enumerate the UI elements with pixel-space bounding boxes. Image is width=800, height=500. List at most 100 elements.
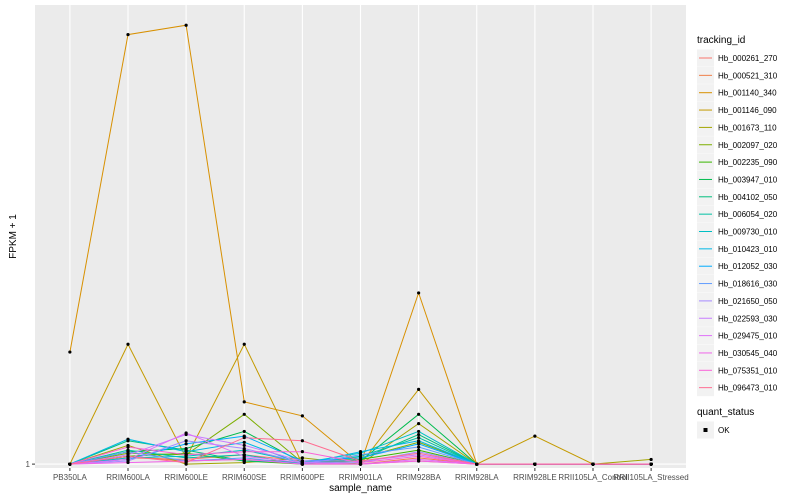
data-point — [184, 453, 188, 457]
x-tick-label: RRIM901LA — [339, 473, 383, 482]
data-point — [126, 342, 130, 346]
legend-item: Hb_003947_010 — [697, 170, 778, 188]
x-tick-label: RRII105LA_Control — [558, 473, 628, 482]
data-point — [242, 342, 246, 346]
x-tick-label: RRIM600SE — [222, 473, 266, 482]
data-point — [184, 450, 188, 454]
data-point — [417, 445, 421, 449]
data-point — [300, 462, 304, 466]
x-axis: PB350LA RRIM600LA RRIM600LE RRIM600SE RRIM60… — [53, 468, 689, 482]
data-point — [184, 439, 188, 443]
legend: tracking_id Hb_000261_270 Hb_000521_310 Hb… — [697, 35, 778, 439]
data-point — [417, 429, 421, 434]
data-point — [184, 442, 188, 446]
legend-label: Hb_018616_030 — [718, 280, 778, 289]
legend-item: Hb_010423_010 — [697, 240, 778, 258]
data-point — [475, 462, 479, 466]
legend-label: Hb_030545_040 — [718, 349, 778, 358]
status-legend-label: OK — [718, 426, 730, 435]
legend-label: Hb_004102_050 — [718, 193, 778, 202]
legend-label: Hb_000521_310 — [718, 71, 778, 80]
x-axis-title: sample_name — [329, 483, 392, 494]
data-point — [300, 414, 304, 418]
legend-item: Hb_021650_050 — [697, 292, 778, 310]
data-point — [300, 456, 304, 460]
legend-label: Hb_096473_010 — [718, 384, 778, 393]
data-point — [126, 437, 130, 441]
data-point — [184, 431, 188, 435]
x-tick-label: RRIM928BA — [396, 473, 441, 482]
x-tick-label: RRIM928LE — [513, 473, 557, 482]
legend-label: Hb_003947_010 — [718, 175, 778, 184]
y-tick-label: 1 — [26, 460, 31, 469]
x-tick-label: RRIM600PE — [280, 473, 324, 482]
legend-item: Hb_009730_010 — [697, 223, 778, 240]
legend-title: tracking_id — [697, 35, 745, 46]
data-point — [126, 450, 130, 454]
legend-item: Hb_012052_030 — [697, 257, 778, 275]
legend-label: Hb_075351_010 — [718, 366, 778, 375]
data-point — [417, 451, 421, 455]
data-point — [242, 454, 246, 458]
legend-item: Hb_096473_010 — [697, 379, 778, 397]
legend-label: Hb_002097_020 — [718, 141, 778, 150]
legend-item: Hb_029475_010 — [697, 327, 778, 345]
data-point — [68, 350, 72, 354]
data-point — [649, 462, 653, 466]
status-legend-marker — [703, 428, 708, 432]
data-point — [126, 32, 130, 37]
data-point — [242, 400, 246, 404]
data-point — [591, 462, 595, 466]
data-point — [242, 443, 246, 448]
data-point — [242, 450, 246, 454]
data-point — [358, 450, 363, 454]
legend-label: Hb_001673_110 — [718, 123, 777, 132]
data-point — [68, 462, 72, 466]
legend-label: Hb_021650_050 — [718, 297, 778, 306]
data-point — [417, 459, 421, 463]
data-point — [417, 412, 421, 416]
data-point — [242, 412, 246, 416]
data-point — [417, 442, 421, 446]
legend-item: Hb_075351_010 — [697, 361, 778, 379]
legend-item: Hb_001673_110 — [697, 118, 777, 136]
x-tick-label: RRII105LA_Stressed — [614, 473, 689, 482]
data-point — [126, 457, 130, 462]
legend-label: Hb_010423_010 — [718, 245, 778, 254]
x-tick-label: PB350LA — [53, 473, 87, 482]
legend-item: Hb_000261_270 — [697, 49, 778, 67]
data-point — [417, 387, 421, 392]
data-point — [417, 291, 421, 295]
legend-item: Hb_022593_030 — [697, 309, 778, 327]
legend-label: Hb_012052_030 — [718, 262, 778, 271]
legend-label: Hb_000261_270 — [718, 54, 778, 63]
legend-label: Hb_001140_340 — [718, 89, 777, 98]
legend-label: Hb_002235_090 — [718, 158, 778, 167]
data-point — [417, 422, 421, 426]
legend-item: Hb_001140_340 — [697, 84, 777, 102]
y-axis-title: FPKM + 1 — [8, 214, 19, 259]
data-point — [242, 440, 246, 444]
data-point — [126, 445, 130, 449]
legend-item: Hb_006054_020 — [697, 205, 778, 223]
data-point — [242, 429, 246, 434]
data-point — [417, 454, 421, 458]
x-tick-label: RRIM600LA — [106, 473, 150, 482]
data-point — [242, 446, 246, 451]
data-point — [300, 439, 304, 443]
legend-item: Hb_002097_020 — [697, 136, 778, 154]
legend-item: Hb_004102_050 — [697, 188, 778, 206]
data-point — [533, 462, 537, 466]
legend-label: Hb_009730_010 — [718, 228, 778, 237]
data-point — [126, 460, 130, 465]
data-points — [68, 23, 653, 466]
data-point — [358, 456, 363, 460]
data-point — [300, 450, 304, 454]
legend-item: Hb_030545_040 — [697, 344, 778, 362]
data-point — [358, 453, 363, 457]
legend-label: Hb_006054_020 — [718, 210, 778, 219]
data-point — [126, 454, 130, 458]
data-point — [184, 23, 188, 27]
data-point — [649, 457, 653, 462]
